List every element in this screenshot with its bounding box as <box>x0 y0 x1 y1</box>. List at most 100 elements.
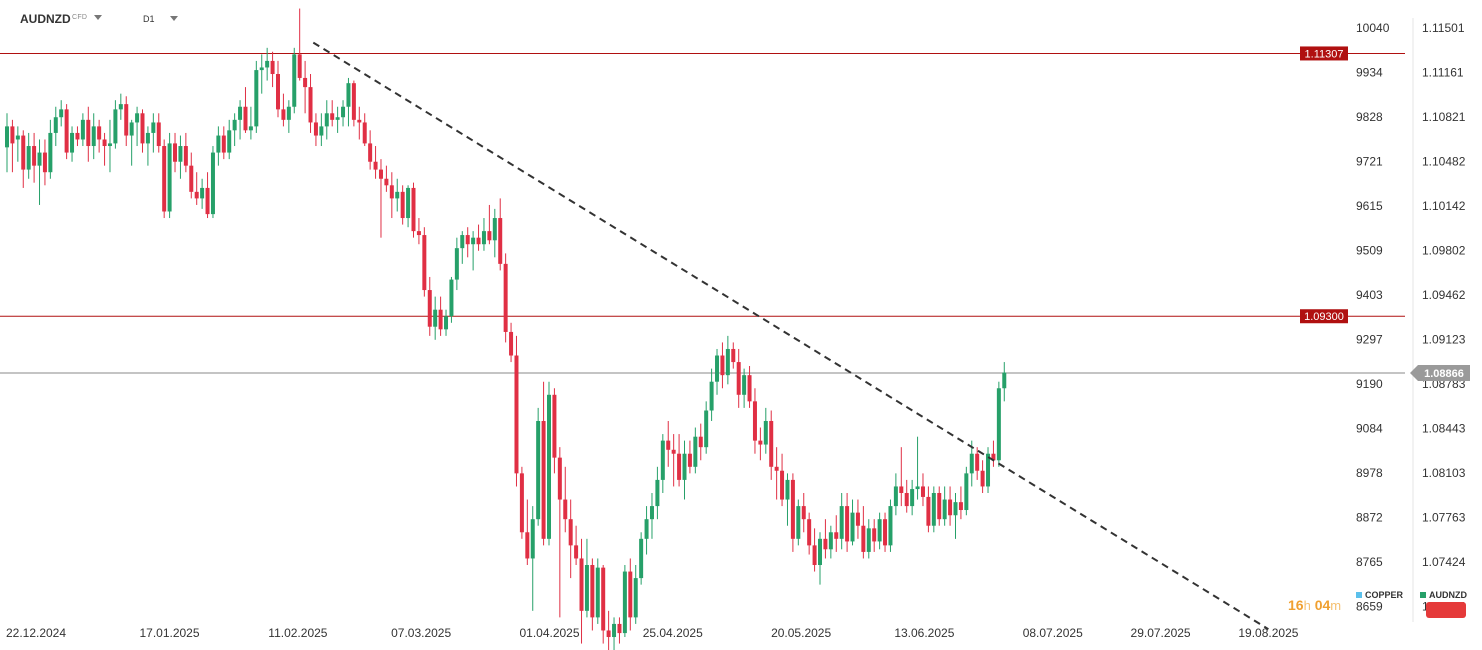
candle[interactable] <box>687 440 692 474</box>
candle[interactable] <box>899 447 904 507</box>
candle[interactable] <box>958 486 963 520</box>
candle[interactable] <box>644 506 649 555</box>
candle[interactable] <box>313 113 318 147</box>
candle[interactable] <box>904 479 909 513</box>
candle[interactable] <box>341 100 346 127</box>
candle[interactable] <box>145 126 150 166</box>
candle[interactable] <box>53 106 58 147</box>
candle[interactable] <box>498 198 503 271</box>
candle[interactable] <box>514 335 519 487</box>
trendline[interactable] <box>312 41 1269 631</box>
candle[interactable] <box>547 381 551 546</box>
candle[interactable] <box>335 106 340 133</box>
candle[interactable] <box>790 473 795 552</box>
candle[interactable] <box>140 109 145 153</box>
candle[interactable] <box>10 119 15 173</box>
candle[interactable] <box>552 388 557 474</box>
candle[interactable] <box>715 348 720 395</box>
candle[interactable] <box>693 427 698 474</box>
candle[interactable] <box>709 368 714 421</box>
legend-item-copper[interactable]: COPPER <box>1356 590 1403 600</box>
candle[interactable] <box>579 538 584 644</box>
candle[interactable] <box>991 440 996 467</box>
candle[interactable] <box>167 132 172 219</box>
candle[interactable] <box>986 447 991 493</box>
level-price-tag[interactable]: 1.09300 <box>1300 309 1348 324</box>
candle[interactable] <box>205 172 210 219</box>
candle[interactable] <box>243 87 248 133</box>
symbol-selector[interactable]: AUDNZD <box>20 12 71 26</box>
candle[interactable] <box>454 237 459 291</box>
candle[interactable] <box>118 93 123 120</box>
candle[interactable] <box>503 253 508 343</box>
candle[interactable] <box>460 231 465 264</box>
candle[interactable] <box>752 388 757 454</box>
candle[interactable] <box>606 610 611 650</box>
candle[interactable] <box>346 77 351 127</box>
timeframe-selector[interactable]: D1 <box>143 14 155 24</box>
candle[interactable] <box>920 473 925 507</box>
candle[interactable] <box>942 486 947 526</box>
candle[interactable] <box>617 617 622 644</box>
candle[interactable] <box>964 466 969 516</box>
candle[interactable] <box>26 132 31 179</box>
candle[interactable] <box>910 479 915 516</box>
candle[interactable] <box>319 113 324 147</box>
candle[interactable] <box>584 538 589 618</box>
candle[interactable] <box>265 47 270 81</box>
candle[interactable] <box>649 492 654 539</box>
candle[interactable] <box>747 365 752 408</box>
candle[interactable] <box>286 100 291 133</box>
candle[interactable] <box>200 178 205 209</box>
candle[interactable] <box>75 126 80 147</box>
candle[interactable] <box>97 119 102 153</box>
candle[interactable] <box>378 159 383 238</box>
candle[interactable] <box>574 525 579 566</box>
candle[interactable] <box>639 532 644 585</box>
candle[interactable] <box>427 276 432 336</box>
candle[interactable] <box>633 565 638 624</box>
candle[interactable] <box>877 512 882 550</box>
candle[interactable] <box>64 104 69 160</box>
candle[interactable] <box>796 499 801 546</box>
candle[interactable] <box>525 499 530 566</box>
candle[interactable] <box>975 447 980 480</box>
candle[interactable] <box>601 565 606 644</box>
candle[interactable] <box>476 224 481 251</box>
candle[interactable] <box>151 113 156 153</box>
candle[interactable] <box>590 558 595 631</box>
candle[interactable] <box>15 126 20 162</box>
candle[interactable] <box>915 436 920 500</box>
candle[interactable] <box>324 100 329 140</box>
candle[interactable] <box>232 113 237 147</box>
candle[interactable] <box>698 423 703 461</box>
candle[interactable] <box>807 512 812 555</box>
candle[interactable] <box>628 558 633 631</box>
candle[interactable] <box>509 322 514 363</box>
candle[interactable] <box>384 165 389 192</box>
candle[interactable] <box>823 519 828 559</box>
candle[interactable] <box>861 506 866 559</box>
candle[interactable] <box>135 106 140 147</box>
candle[interactable] <box>21 130 26 188</box>
candle[interactable] <box>162 139 167 219</box>
candle[interactable] <box>422 227 427 297</box>
candle[interactable] <box>221 126 226 160</box>
candle[interactable] <box>210 146 215 219</box>
candle[interactable] <box>189 152 194 199</box>
candle[interactable] <box>774 447 779 500</box>
legend-item-audnzd[interactable]: AUDNZD <box>1420 590 1467 600</box>
candle[interactable] <box>812 528 817 572</box>
candle[interactable] <box>129 119 134 166</box>
candle[interactable] <box>373 146 378 179</box>
candle[interactable] <box>883 512 888 552</box>
candle[interactable] <box>704 401 709 454</box>
candle[interactable] <box>173 132 178 173</box>
candle[interactable] <box>682 440 687 500</box>
candle[interactable] <box>780 453 785 507</box>
candle[interactable] <box>758 427 763 461</box>
candle[interactable] <box>308 74 313 133</box>
candle[interactable] <box>557 447 562 618</box>
candle[interactable] <box>931 486 936 533</box>
